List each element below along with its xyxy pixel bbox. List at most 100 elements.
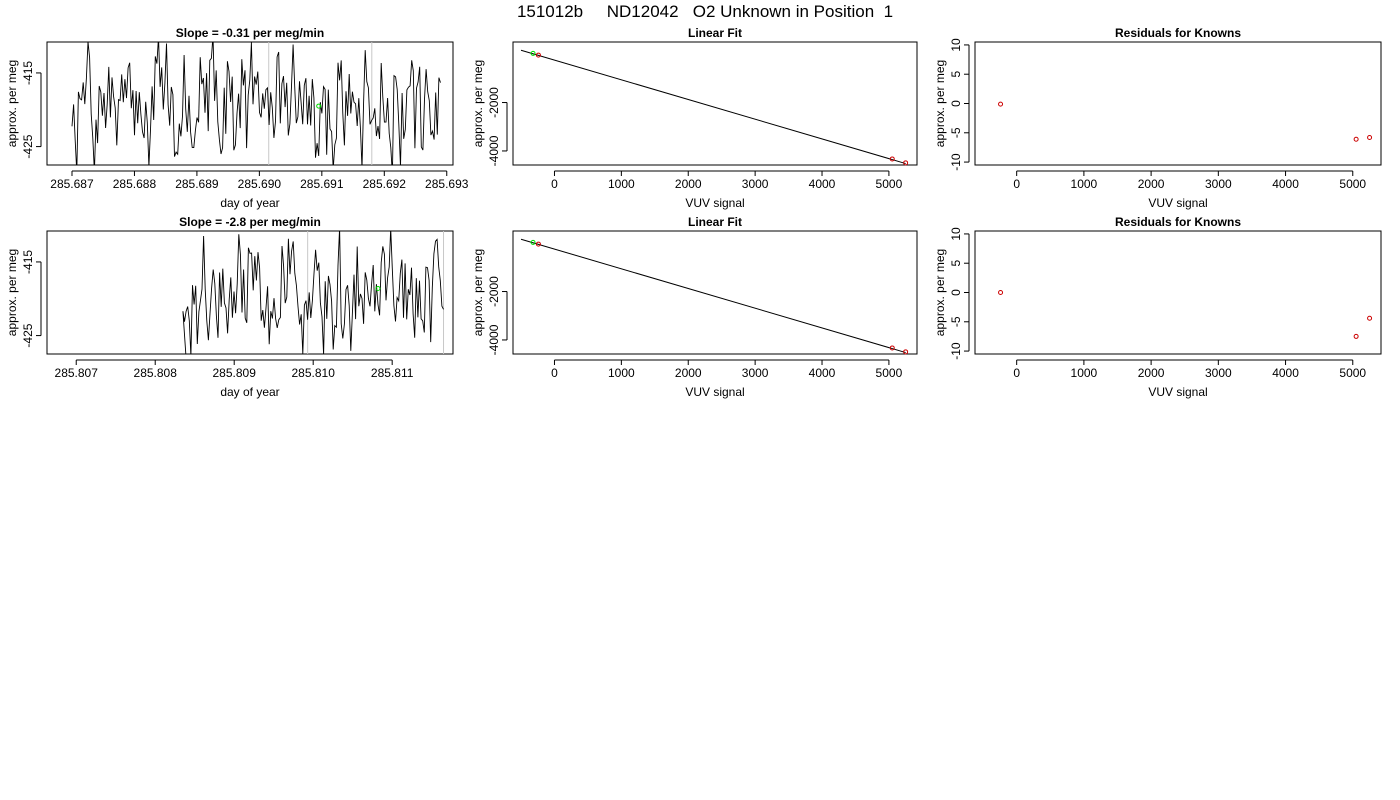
chart-ts2: Slope = -2.8 per meg/min 285.807 285.808 28… bbox=[5, 215, 454, 399]
y-tick-label: 0 bbox=[949, 289, 963, 296]
x-tick-label: 3000 bbox=[742, 366, 769, 380]
x-tick-label: 5000 bbox=[1339, 177, 1366, 191]
x-axis-label: day of year bbox=[220, 385, 279, 399]
y-tick-label: -425 bbox=[21, 323, 35, 347]
plot-frame bbox=[46, 41, 454, 166]
x-tick-label: 285.809 bbox=[213, 366, 257, 380]
y-tick-label: -425 bbox=[21, 134, 35, 158]
fit-line bbox=[520, 49, 906, 165]
x-axis-label: day of year bbox=[220, 196, 279, 210]
data-point bbox=[316, 103, 322, 109]
data-point bbox=[903, 160, 909, 166]
x-tick-label: 285.687 bbox=[50, 177, 94, 191]
chart-fit2: Linear Fit 0 1000 2000 3000 4000 5000 VUV signa… bbox=[471, 215, 918, 399]
plot-frame bbox=[974, 41, 1382, 166]
y-axis-label: approx. per meg bbox=[5, 60, 19, 147]
y-tick-label: -415 bbox=[21, 250, 35, 274]
y-tick-label: -4000 bbox=[487, 135, 501, 166]
x-tick-label: 4000 bbox=[1272, 366, 1299, 380]
x-tick-label: 5000 bbox=[876, 366, 903, 380]
data-point bbox=[903, 349, 909, 355]
fit-line bbox=[520, 238, 906, 354]
x-tick-label: 3000 bbox=[1205, 366, 1232, 380]
data-point bbox=[530, 50, 536, 56]
chart-title: Residuals for Knowns bbox=[1115, 26, 1241, 40]
y-tick-label: -415 bbox=[21, 61, 35, 85]
x-tick-label: 0 bbox=[1013, 366, 1020, 380]
x-tick-label: 0 bbox=[551, 366, 558, 380]
data-point bbox=[530, 239, 536, 245]
x-tick-label: 285.691 bbox=[300, 177, 344, 191]
data-point bbox=[1353, 136, 1359, 142]
data-point bbox=[998, 290, 1004, 295]
x-tick-label: 285.692 bbox=[363, 177, 407, 191]
plot-area bbox=[520, 238, 906, 354]
chart-title: Slope = -0.31 per meg/min bbox=[176, 26, 324, 40]
data-point bbox=[1353, 333, 1359, 339]
x-tick-label: 1000 bbox=[1071, 177, 1098, 191]
chart-title: Linear Fit bbox=[688, 215, 742, 229]
y-tick-label: 5 bbox=[949, 71, 963, 78]
x-tick-label: 2000 bbox=[1138, 366, 1165, 380]
x-axis-label: VUV signal bbox=[1148, 196, 1207, 210]
x-tick-label: 4000 bbox=[809, 177, 836, 191]
x-tick-label: 285.688 bbox=[113, 177, 157, 191]
y-tick-label: -5 bbox=[949, 316, 963, 327]
plot-frame bbox=[974, 230, 1382, 355]
plot-area bbox=[71, 42, 441, 165]
series-line bbox=[182, 231, 444, 354]
x-tick-label: 4000 bbox=[809, 366, 836, 380]
y-axis-label: approx. per meg bbox=[933, 249, 947, 336]
y-tick-label: 5 bbox=[949, 260, 963, 267]
x-tick-label: 5000 bbox=[876, 177, 903, 191]
plot-area bbox=[520, 49, 906, 165]
x-tick-label: 2000 bbox=[675, 177, 702, 191]
y-tick-label: 10 bbox=[949, 227, 963, 241]
x-tick-label: 3000 bbox=[1205, 177, 1232, 191]
plot-frame bbox=[512, 41, 918, 166]
x-tick-label: 285.689 bbox=[175, 177, 219, 191]
y-tick-label: -10 bbox=[949, 342, 963, 360]
x-tick-label: 285.810 bbox=[291, 366, 335, 380]
data-point bbox=[889, 156, 895, 162]
data-point bbox=[998, 101, 1004, 107]
x-tick-label: 1000 bbox=[608, 177, 635, 191]
chart-fit1: Linear Fit 0 1000 2000 3000 4000 5000 VUV signa… bbox=[471, 26, 918, 210]
data-point bbox=[375, 285, 381, 291]
x-axis-label: VUV signal bbox=[1148, 385, 1207, 399]
x-tick-label: 2000 bbox=[675, 366, 702, 380]
chart-title: Slope = -2.8 per meg/min bbox=[179, 215, 321, 229]
y-tick-label: -2000 bbox=[487, 87, 501, 118]
y-axis-label: approx. per meg bbox=[471, 249, 485, 336]
chart-title: Residuals for Knowns bbox=[1115, 215, 1241, 229]
x-tick-label: 0 bbox=[551, 177, 558, 191]
plot-frame bbox=[46, 230, 454, 355]
y-axis-label: approx. per meg bbox=[933, 60, 947, 147]
plot-area bbox=[182, 231, 445, 354]
data-point bbox=[1367, 134, 1373, 140]
data-point bbox=[535, 52, 541, 58]
y-tick-label: 10 bbox=[949, 38, 963, 52]
x-axis-label: VUV signal bbox=[685, 385, 744, 399]
chart-title: Linear Fit bbox=[688, 26, 742, 40]
chart-res1: Residuals for Knowns 0 1000 2000 3000 4000 500… bbox=[933, 26, 1382, 210]
x-tick-label: 285.690 bbox=[238, 177, 282, 191]
plot-frame bbox=[512, 230, 918, 355]
chart-res2: Residuals for Knowns 0 1000 2000 3000 4000 500… bbox=[933, 215, 1382, 399]
y-tick-label: -5 bbox=[949, 127, 963, 138]
x-tick-label: 285.693 bbox=[425, 177, 469, 191]
data-point bbox=[1367, 315, 1373, 321]
y-axis-label: approx. per meg bbox=[5, 249, 19, 336]
x-tick-label: 0 bbox=[1013, 177, 1020, 191]
y-tick-label: -4000 bbox=[487, 324, 501, 355]
x-tick-label: 4000 bbox=[1272, 177, 1299, 191]
x-tick-label: 5000 bbox=[1339, 366, 1366, 380]
x-tick-label: 1000 bbox=[608, 366, 635, 380]
chart-ts1: Slope = -0.31 per meg/min 285.687 285.688 2… bbox=[5, 26, 469, 210]
y-tick-label: -2000 bbox=[487, 276, 501, 307]
y-tick-label: 0 bbox=[949, 100, 963, 107]
y-tick-label: -10 bbox=[949, 153, 963, 171]
x-tick-label: 285.808 bbox=[134, 366, 178, 380]
series-line bbox=[71, 42, 441, 165]
data-point bbox=[535, 241, 541, 247]
